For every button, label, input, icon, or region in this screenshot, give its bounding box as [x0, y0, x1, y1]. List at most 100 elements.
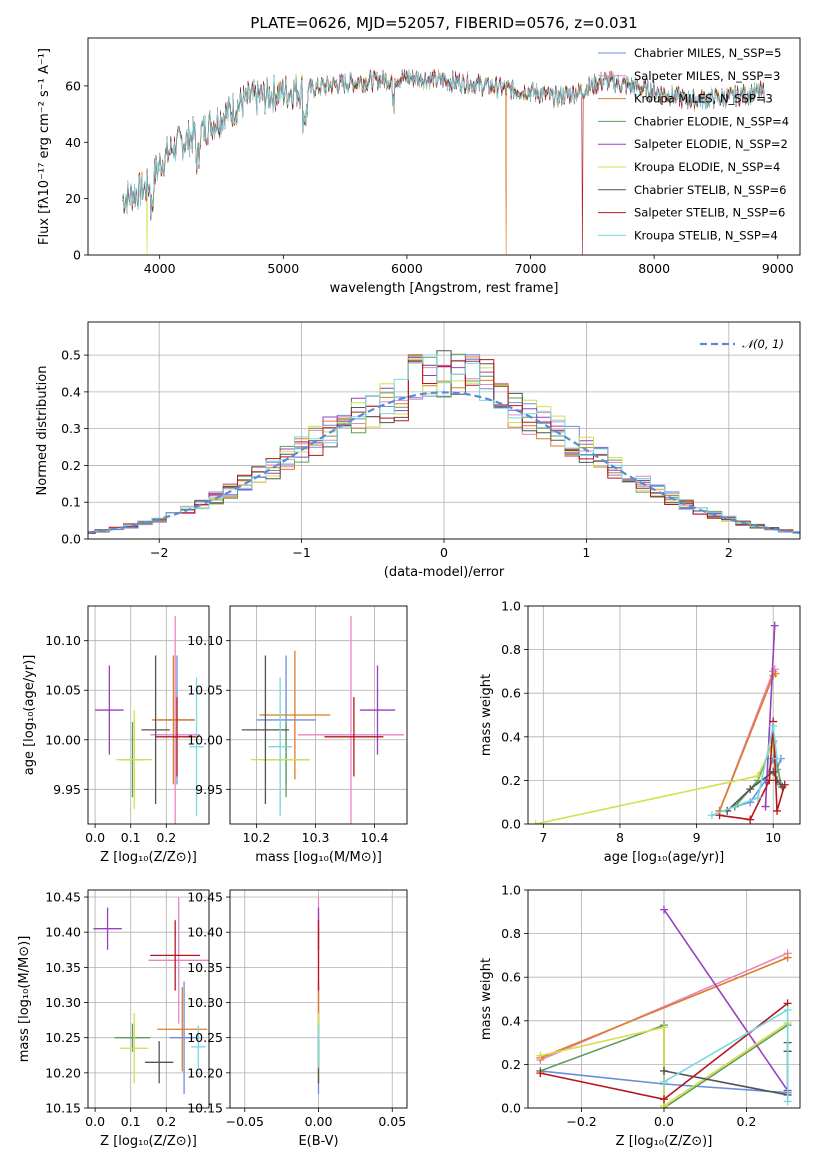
plot-area — [93, 897, 209, 1094]
x-tick-label: 7 — [539, 830, 547, 845]
legend-entry: Kroupa ELODIE, N_SSP=4 — [634, 160, 780, 174]
errorbar-point — [95, 665, 124, 755]
x-tick-label: 9 — [693, 830, 701, 845]
weight-series-marker — [660, 1023, 668, 1032]
y-tick-label: 0.2 — [501, 1057, 521, 1072]
y-tick-label: 0.3 — [61, 421, 81, 436]
x-tick-label: 5000 — [267, 261, 299, 276]
x-tick-label: 6000 — [391, 261, 423, 276]
y-tick-label: 60 — [65, 78, 81, 93]
errorbar-point — [297, 615, 405, 824]
weight-series-line — [540, 956, 788, 1059]
y-tick-label: 0.6 — [501, 686, 521, 701]
axes-frame — [87, 889, 210, 1109]
legend-entry: Salpeter MILES, N_SSP=3 — [634, 69, 780, 83]
errorbar-point — [148, 897, 209, 1024]
y-tick-label: 10.20 — [45, 1065, 81, 1080]
weight-series-marker — [780, 780, 789, 789]
x-tick-label: 10.4 — [361, 830, 389, 845]
y-tick-label: 10.35 — [187, 960, 223, 975]
normal-reference-curve — [88, 391, 800, 534]
errorbar-point — [268, 677, 292, 817]
x-tick-label: 0.0 — [85, 830, 105, 845]
y-tick-label: 10.35 — [45, 960, 81, 975]
weight-series-marker — [770, 621, 779, 630]
weight-series-line — [663, 909, 789, 1092]
weight-series-marker — [753, 772, 762, 781]
errorbar-point — [120, 1013, 149, 1084]
y-tick-label: 10.05 — [45, 683, 81, 698]
y-tick-label: 10.30 — [45, 995, 81, 1010]
y-tick-label: 10.40 — [187, 925, 223, 940]
y-axis-label: mass weight — [479, 958, 494, 1040]
y-tick-label: 10.00 — [45, 732, 81, 747]
errorbar-point — [152, 655, 195, 785]
errorbar-point — [114, 1023, 151, 1052]
errorbar-point — [93, 907, 122, 950]
y-tick-label: 10.00 — [187, 732, 223, 747]
weight-series-marker — [783, 953, 792, 962]
x-tick-label: 0.2 — [156, 830, 176, 845]
weight-series-marker — [761, 802, 770, 811]
weight-series-marker — [783, 1005, 792, 1014]
weight-series-marker — [773, 806, 782, 815]
axes-frame — [229, 889, 408, 1109]
y-axis-label: Normed distribution — [35, 366, 50, 496]
grid — [88, 606, 209, 824]
y-tick-label: 0.2 — [61, 458, 81, 473]
x-axis-label: (data-model)/error — [384, 565, 505, 580]
x-axis-label: mass [log₁₀(M/M⊙)] — [255, 850, 382, 865]
y-tick-label: 0.2 — [501, 773, 521, 788]
axes-frame — [87, 37, 801, 256]
x-axis-label: Z [log₁₀(Z/Z⊙)] — [100, 850, 197, 865]
x-tick-label: 0.1 — [121, 1114, 141, 1129]
x-tick-label: 0.2 — [736, 1114, 756, 1129]
y-tick-label: 0.0 — [61, 532, 81, 547]
weight-series-marker — [773, 776, 782, 785]
weight-series — [715, 717, 789, 824]
weight-series-marker — [660, 1077, 668, 1086]
legend-entry: Kroupa MILES, N_SSP=3 — [634, 92, 773, 106]
plot-area — [536, 905, 792, 1108]
y-tick-label: 0.6 — [501, 970, 521, 985]
weight-series — [531, 739, 782, 824]
legend-entry: Kroupa STELIB, N_SSP=4 — [634, 228, 778, 242]
weight-series-marker — [660, 1095, 668, 1104]
x-tick-label: 7000 — [515, 261, 547, 276]
legend-entry: Chabrier STELIB, N_SSP=6 — [634, 183, 786, 197]
y-tick-label: 10.40 — [45, 925, 81, 940]
weight-series-line — [540, 952, 788, 1061]
residual-histogram-panel: −2 −1 0 1 2 0.0 0.1 0.2 0.3 0.4 0.5 (data-model)/er… — [35, 321, 801, 580]
axes-frame — [527, 889, 801, 1109]
weight-series-line — [711, 725, 778, 817]
y-axis-label: Flux [fλ10⁻¹⁷ erg cm⁻² s⁻¹ A⁻¹] — [37, 48, 52, 245]
errorbar-point — [155, 697, 199, 777]
y-tick-label: 10.45 — [45, 890, 81, 905]
y-tick-label: 0.8 — [501, 926, 521, 941]
weight-series-marker — [746, 815, 755, 824]
y-tick-label: 10.15 — [187, 1101, 223, 1116]
legend-entry: Chabrier ELODIE, N_SSP=4 — [634, 114, 789, 128]
y-tick-label: 0.0 — [501, 1101, 521, 1116]
errorbar-point — [324, 697, 384, 777]
x-axis-label: E(B-V) — [298, 1134, 338, 1149]
legend-entry: 𝒩(0, 1) — [742, 337, 784, 351]
y-tick-label: 10.15 — [45, 1101, 81, 1116]
legend-entry: Salpeter STELIB, N_SSP=6 — [634, 206, 785, 220]
x-tick-label: 0.0 — [654, 1114, 674, 1129]
weight-series-marker — [765, 776, 774, 785]
y-tick-label: 10.45 — [187, 890, 223, 905]
y-tick-label: 0 — [73, 248, 81, 263]
metallicity-age-panel: 0.0 0.1 0.2 9.95 10.00 10.05 10.10 Z [log₁₀(Z/Z… — [22, 605, 210, 865]
axes-frame — [87, 321, 801, 540]
x-tick-label: −2 — [150, 545, 168, 560]
x-axis-label: Z [log₁₀(Z/Z⊙)] — [100, 1134, 197, 1149]
age-mass-weight-panel: 7 8 9 10 0.0 0.2 0.4 0.6 0.8 1.0 age [log₁₀(age/yr… — [479, 599, 801, 865]
y-tick-label: 9.95 — [53, 782, 81, 797]
x-tick-label: 0 — [440, 545, 448, 560]
weight-series-marker — [531, 820, 540, 824]
errorbar-point — [259, 650, 331, 780]
metallicity-mass-panel: 0.0 0.1 0.2 10.15 10.20 10.25 10.30 10.35 10.40 1… — [17, 889, 210, 1149]
x-tick-label: 10.2 — [243, 830, 271, 845]
weight-series — [536, 999, 792, 1104]
